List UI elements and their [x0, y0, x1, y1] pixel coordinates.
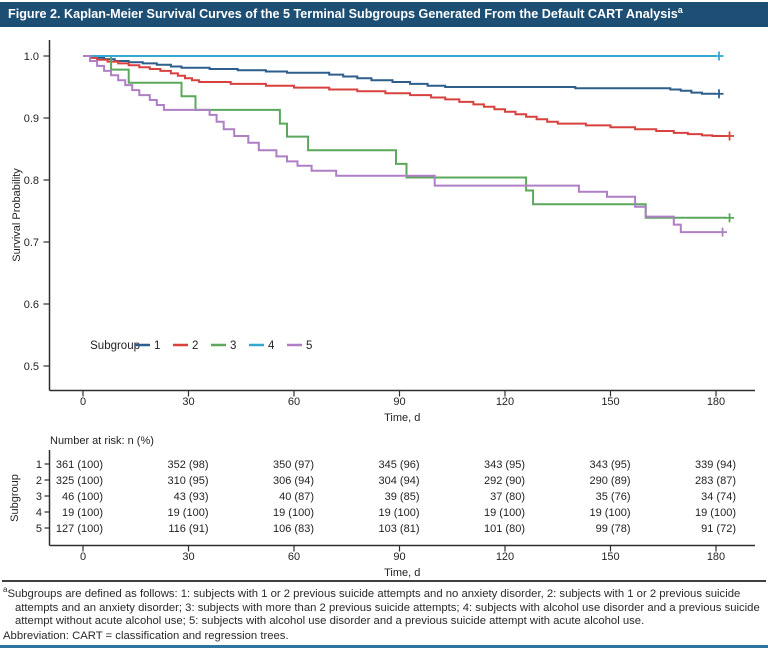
- y-tick-label: 1.0: [24, 51, 39, 63]
- footnotes: aSubgroups are defined as follows: 1: su…: [3, 585, 765, 644]
- figure-title: Figure 2. Kaplan-Meier Survival Curves o…: [8, 7, 678, 21]
- risk-x-tick-label: 30: [182, 551, 194, 563]
- risk-x-tick-label: 60: [288, 551, 300, 563]
- risk-cell-subgroup-5-day-90: 103 (81): [379, 523, 420, 535]
- risk-cell-subgroup-3-day-60: 40 (87): [279, 491, 314, 503]
- legend-label-subgroup-5: 5: [306, 340, 312, 352]
- risk-cell-subgroup-4-day-0: 19 (100): [62, 507, 103, 519]
- risk-cell-subgroup-2-day-60: 306 (94): [273, 475, 314, 487]
- y-axis-title: Survival Probability: [11, 168, 23, 262]
- risk-row-label-subgroup-3: 3: [36, 491, 42, 503]
- footnote-definitions: aSubgroups are defined as follows: 1: su…: [3, 585, 765, 629]
- x-tick-label: 180: [707, 396, 725, 408]
- km-curve-subgroup-2: [83, 55, 727, 137]
- risk-cell-subgroup-2-day-150: 290 (89): [590, 475, 631, 487]
- risk-cell-subgroup-5-day-60: 106 (83): [273, 523, 314, 535]
- km-curve-subgroup-1: [83, 55, 716, 95]
- risk-x-tick-label: 0: [80, 551, 86, 563]
- risk-x-tick-label: 90: [393, 551, 405, 563]
- figure-title-bar: Figure 2. Kaplan-Meier Survival Curves o…: [0, 2, 768, 27]
- risk-cell-subgroup-2-day-0: 325 (100): [56, 475, 103, 487]
- risk-cell-subgroup-5-day-120: 101 (80): [484, 523, 525, 535]
- x-tick-label: 150: [601, 396, 619, 408]
- risk-cell-subgroup-1-day-0: 361 (100): [56, 459, 103, 471]
- risk-row-label-subgroup-4: 4: [36, 507, 42, 519]
- risk-cell-subgroup-5-day-150: 99 (78): [596, 523, 631, 535]
- risk-cell-subgroup-4-day-180: 19 (100): [695, 507, 736, 519]
- y-tick-label: 0.8: [24, 175, 39, 187]
- risk-cell-subgroup-3-day-90: 39 (85): [385, 491, 420, 503]
- risk-cell-subgroup-3-day-120: 37 (80): [490, 491, 525, 503]
- x-tick-label: 30: [182, 396, 194, 408]
- risk-cell-subgroup-4-day-30: 19 (100): [168, 507, 209, 519]
- legend-label-subgroup-1: 1: [154, 340, 160, 352]
- risk-x-tick-label: 150: [601, 551, 619, 563]
- risk-cell-subgroup-5-day-0: 127 (100): [56, 523, 103, 535]
- km-curve-subgroup-3: [83, 55, 727, 219]
- km-curve-subgroup-5: [83, 55, 720, 234]
- risk-axis-title: Subgroup: [9, 474, 21, 522]
- footnote-abbreviation: Abbreviation: CART = classification and …: [3, 630, 289, 643]
- bottom-accent-bar: [0, 645, 768, 648]
- risk-row-label-subgroup-5: 5: [36, 523, 42, 535]
- legend-title: Subgroup: [90, 340, 140, 352]
- x-tick-label: 90: [393, 396, 405, 408]
- figure-title-superscript: a: [677, 4, 683, 15]
- risk-cell-subgroup-1-day-150: 343 (95): [590, 459, 631, 471]
- risk-row-label-subgroup-2: 2: [36, 475, 42, 487]
- footnote-divider: [2, 580, 766, 582]
- risk-x-tick-label: 180: [707, 551, 725, 563]
- legend-label-subgroup-3: 3: [230, 340, 236, 352]
- y-tick-label: 0.9: [24, 113, 39, 125]
- risk-x-axis-title: Time, d: [384, 567, 420, 579]
- risk-row-label-subgroup-1: 1: [36, 459, 42, 471]
- risk-cell-subgroup-3-day-30: 43 (93): [174, 491, 209, 503]
- risk-cell-subgroup-1-day-120: 343 (95): [484, 459, 525, 471]
- risk-cell-subgroup-5-day-30: 116 (91): [168, 523, 208, 535]
- risk-x-tick-label: 120: [496, 551, 514, 563]
- risk-cell-subgroup-2-day-180: 283 (87): [695, 475, 736, 487]
- x-tick-label: 120: [496, 396, 514, 408]
- footnote-definition-text: Subgroups are defined as follows: 1: sub…: [7, 587, 760, 628]
- risk-cell-subgroup-1-day-90: 345 (96): [379, 459, 420, 471]
- risk-cell-subgroup-3-day-0: 46 (100): [62, 491, 103, 503]
- risk-cell-subgroup-4-day-120: 19 (100): [484, 507, 525, 519]
- x-tick-label: 60: [288, 396, 300, 408]
- risk-cell-subgroup-3-day-150: 35 (76): [596, 491, 631, 503]
- footnote-superscript: a: [3, 585, 8, 594]
- risk-cell-subgroup-1-day-180: 339 (94): [695, 459, 736, 471]
- legend-label-subgroup-4: 4: [268, 340, 275, 352]
- risk-table-header: Number at risk: n (%): [50, 435, 154, 447]
- y-tick-label: 0.7: [24, 237, 39, 249]
- x-tick-label: 0: [80, 396, 86, 408]
- risk-cell-subgroup-1-day-60: 350 (97): [273, 459, 314, 471]
- legend-label-subgroup-2: 2: [192, 340, 198, 352]
- y-tick-label: 0.6: [24, 299, 39, 311]
- y-tick-label: 0.5: [24, 361, 39, 373]
- risk-cell-subgroup-4-day-90: 19 (100): [379, 507, 420, 519]
- risk-cell-subgroup-4-day-60: 19 (100): [273, 507, 314, 519]
- risk-cell-subgroup-2-day-90: 304 (94): [379, 475, 420, 487]
- risk-cell-subgroup-5-day-180: 91 (72): [701, 523, 736, 535]
- risk-cell-subgroup-2-day-30: 310 (95): [168, 475, 209, 487]
- risk-cell-subgroup-4-day-150: 19 (100): [590, 507, 631, 519]
- risk-cell-subgroup-2-day-120: 292 (90): [484, 475, 525, 487]
- risk-cell-subgroup-3-day-180: 34 (74): [701, 491, 736, 503]
- risk-cell-subgroup-1-day-30: 352 (98): [168, 459, 209, 471]
- x-axis-title: Time, d: [384, 412, 420, 424]
